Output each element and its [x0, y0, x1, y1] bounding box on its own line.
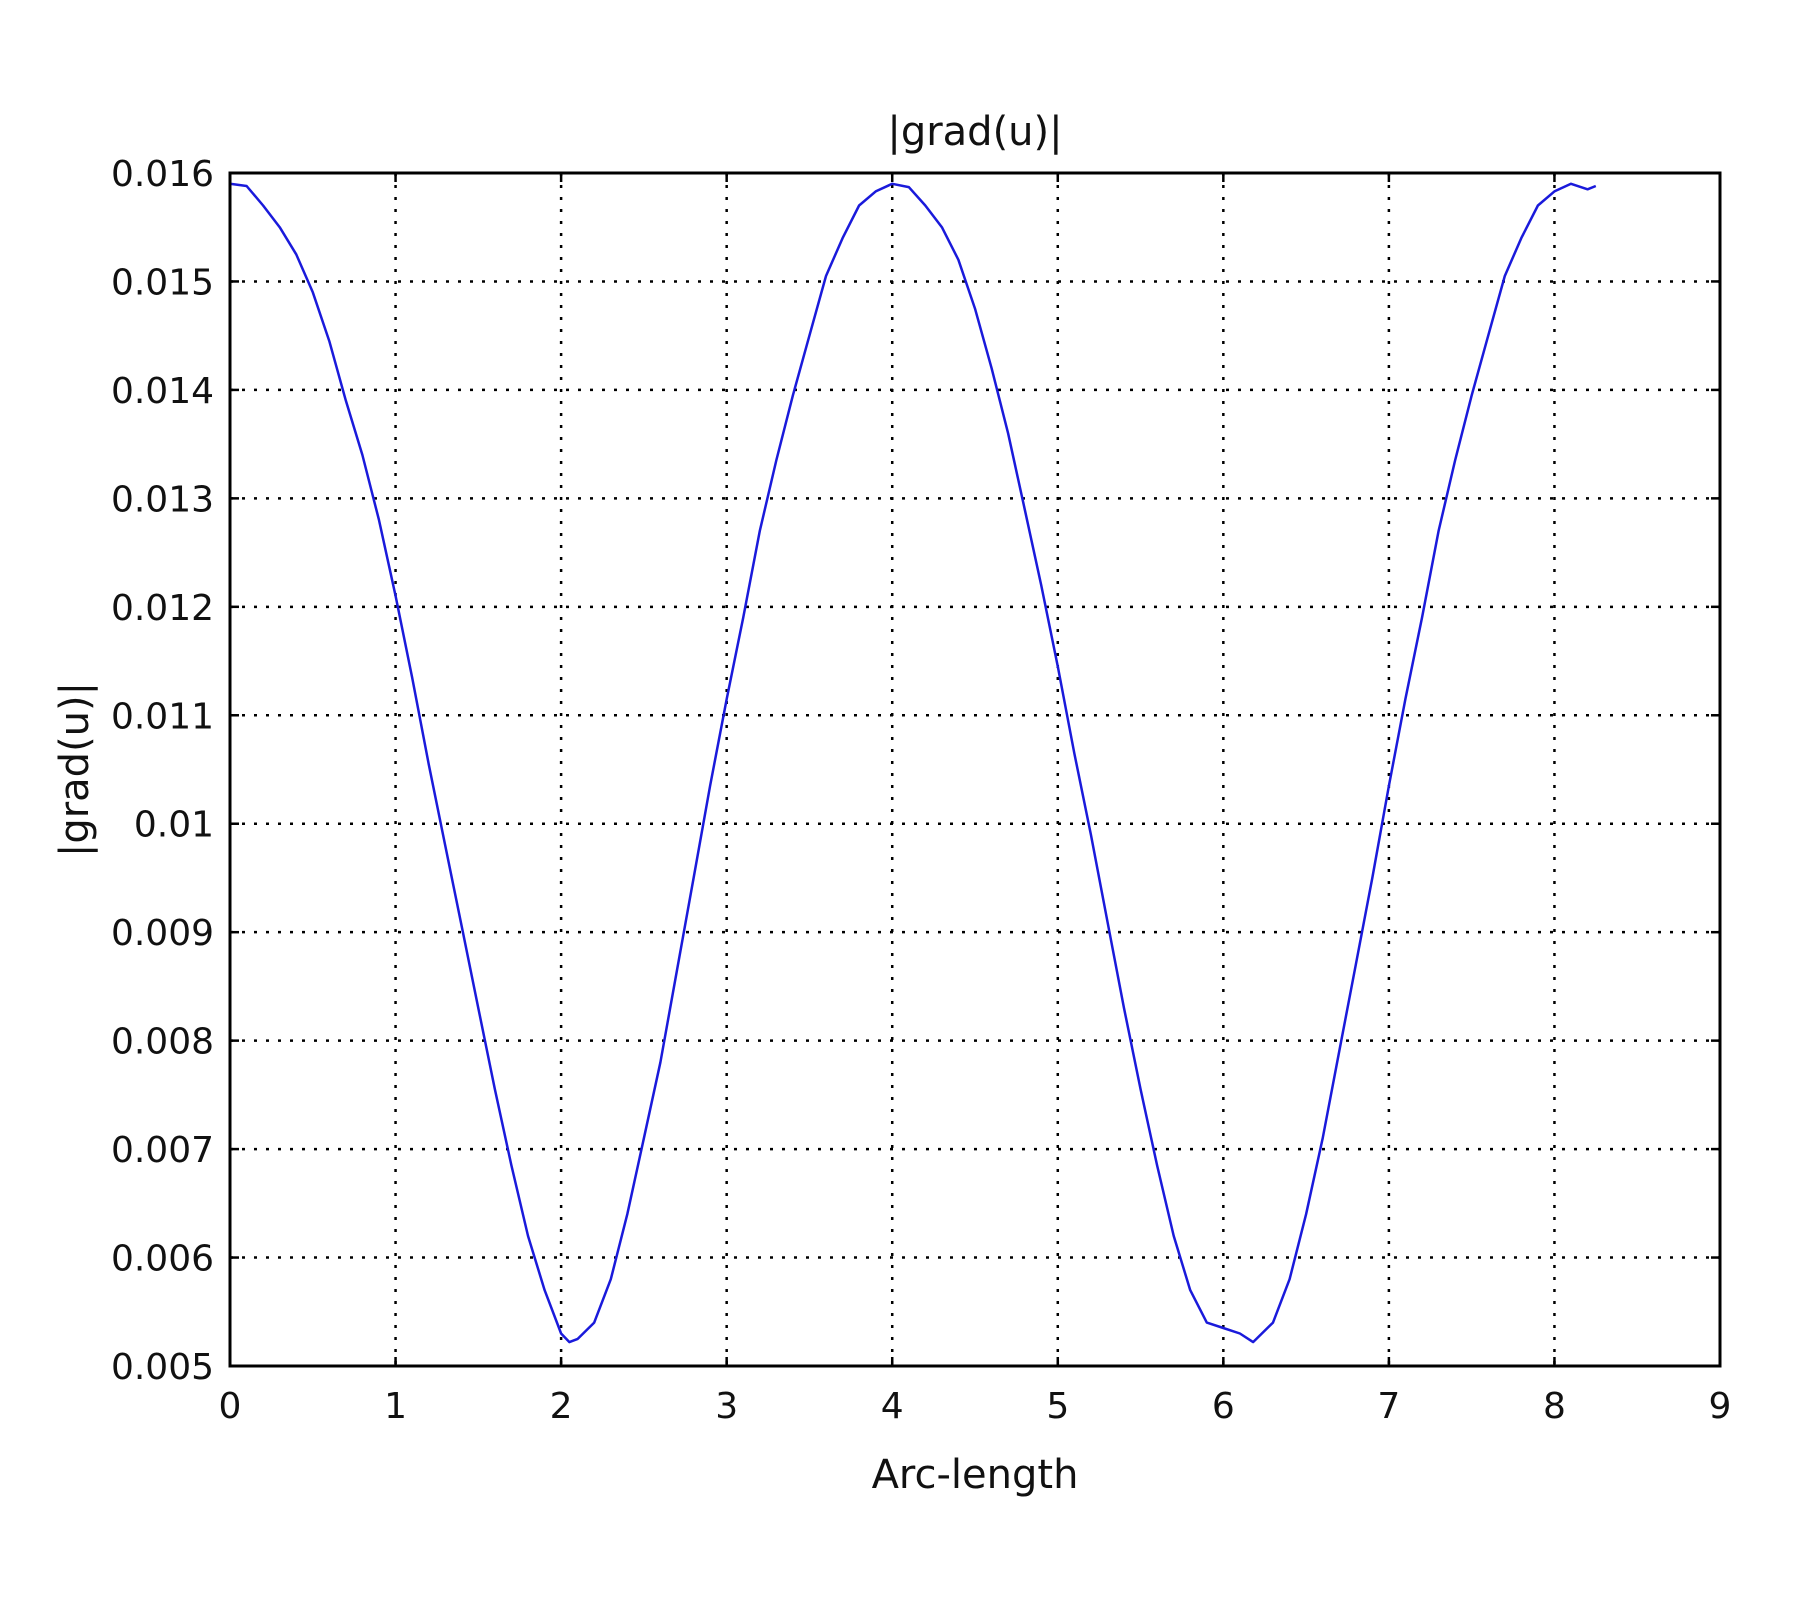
x-tick-label: 5: [1046, 1386, 1069, 1427]
y-tick-label: 0.012: [111, 588, 214, 629]
x-tick-label: 4: [881, 1386, 904, 1427]
y-tick-label: 0.009: [111, 913, 214, 954]
y-tick-label: 0.005: [111, 1347, 214, 1388]
x-tick-label: 6: [1212, 1386, 1235, 1427]
x-tick-label: 2: [550, 1386, 573, 1427]
y-tick-label: 0.008: [111, 1022, 214, 1063]
y-tick-label: 0.01: [134, 805, 214, 846]
x-tick-label: 7: [1377, 1386, 1400, 1427]
series-layer: [229, 182, 1597, 1344]
y-tick-labels: 0.005 0.006 0.007 0.008 0.009 0.01 0.011 0.012 0…: [111, 154, 214, 1388]
x-tick-label: 8: [1543, 1386, 1566, 1427]
x-tick-label: 3: [715, 1386, 738, 1427]
x-tick-label: 1: [384, 1386, 407, 1427]
x-tick-label: 9: [1709, 1386, 1732, 1427]
y-tick-label: 0.016: [111, 154, 214, 195]
tick-marks: [228, 171, 1722, 1368]
x-axis-label: Arc-length: [872, 1452, 1079, 1498]
grid: [230, 173, 1720, 1366]
y-tick-label: 0.007: [111, 1130, 214, 1171]
y-axis-label: |grad(u)|: [52, 682, 98, 857]
y-tick-label: 0.006: [111, 1239, 214, 1280]
y-tick-label: 0.013: [111, 479, 214, 520]
plot-frame: [228, 171, 1722, 1368]
y-tick-label: 0.015: [111, 262, 214, 303]
x-tick-labels: 0 1 2 3 4 5 6 7 8 9: [219, 1386, 1732, 1427]
chart-title: |grad(u)|: [887, 109, 1062, 155]
series-line: [229, 182, 1597, 1344]
y-tick-label: 0.014: [111, 371, 214, 412]
x-tick-label: 0: [219, 1386, 242, 1427]
y-tick-label: 0.011: [111, 696, 214, 737]
